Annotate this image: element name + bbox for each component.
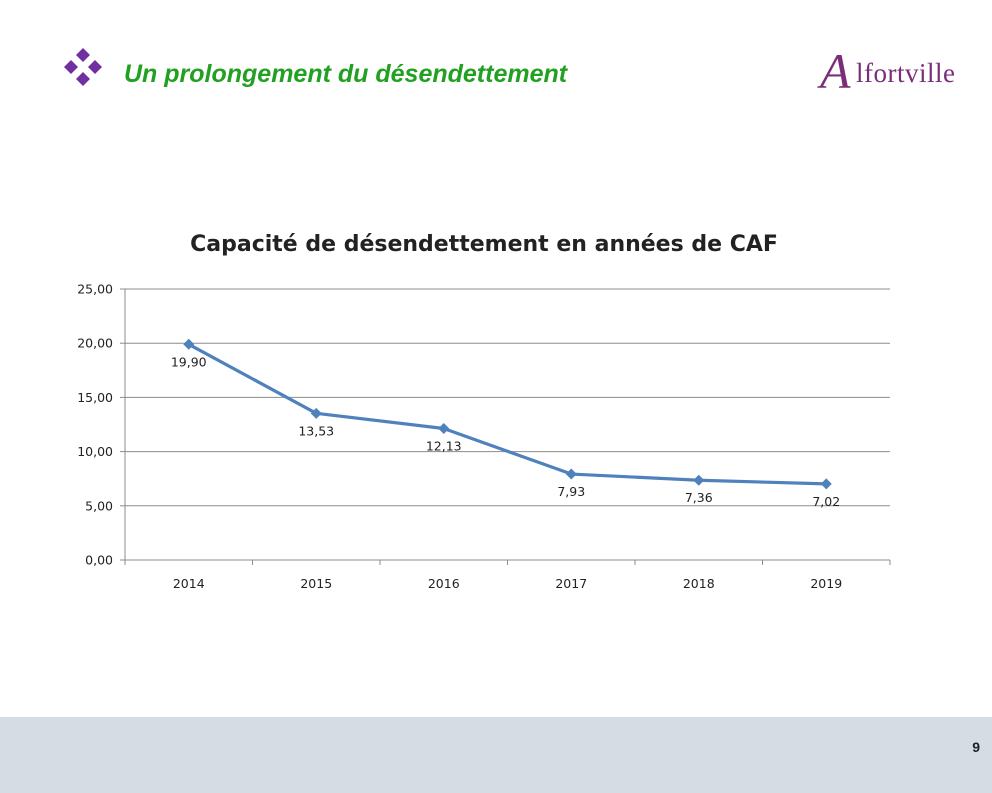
chart-title: Capacité de désendettement en années de …	[0, 232, 992, 257]
x-tick-label: 2018	[683, 576, 715, 591]
chart-title-text: Capacité de désendettement en années de …	[190, 232, 778, 257]
y-tick-label: 10,00	[77, 444, 113, 459]
data-label: 7,36	[685, 490, 713, 505]
y-tick-label: 20,00	[77, 336, 113, 351]
data-point	[310, 407, 322, 419]
y-tick-label: 25,00	[77, 282, 113, 297]
x-tick-label: 2017	[555, 576, 587, 591]
data-point	[820, 478, 832, 490]
x-tick-label: 2015	[300, 576, 332, 591]
data-label: 7,02	[812, 494, 840, 509]
data-point	[438, 423, 450, 435]
slide-title: Un prolongement du désendettement	[124, 60, 568, 88]
alfortville-logo: A lfortville	[820, 43, 980, 99]
data-point	[183, 338, 195, 350]
x-tick-label: 2014	[173, 576, 205, 591]
data-point	[693, 474, 705, 486]
y-tick-label: 15,00	[77, 390, 113, 405]
data-label: 7,93	[557, 484, 585, 499]
logo-initial: A	[820, 43, 851, 99]
data-label: 13,53	[298, 423, 334, 438]
x-tick-label: 2016	[428, 576, 460, 591]
y-tick-label: 5,00	[85, 498, 113, 513]
series-line	[187, 342, 827, 486]
y-tick-label: 0,00	[85, 553, 113, 568]
data-point	[565, 468, 577, 480]
page-number: 9	[972, 739, 980, 755]
x-tick-label: 2019	[810, 576, 842, 591]
four-diamonds-icon	[64, 48, 102, 86]
footer-bar: 9	[0, 717, 992, 793]
data-label: 19,90	[171, 354, 207, 369]
data-label: 12,13	[426, 439, 462, 454]
logo-text: lfortville	[856, 58, 956, 88]
line-chart: 0,00 5,00 10,00 15,00 20,00 25,00 2014 2015 2016…	[77, 282, 891, 591]
